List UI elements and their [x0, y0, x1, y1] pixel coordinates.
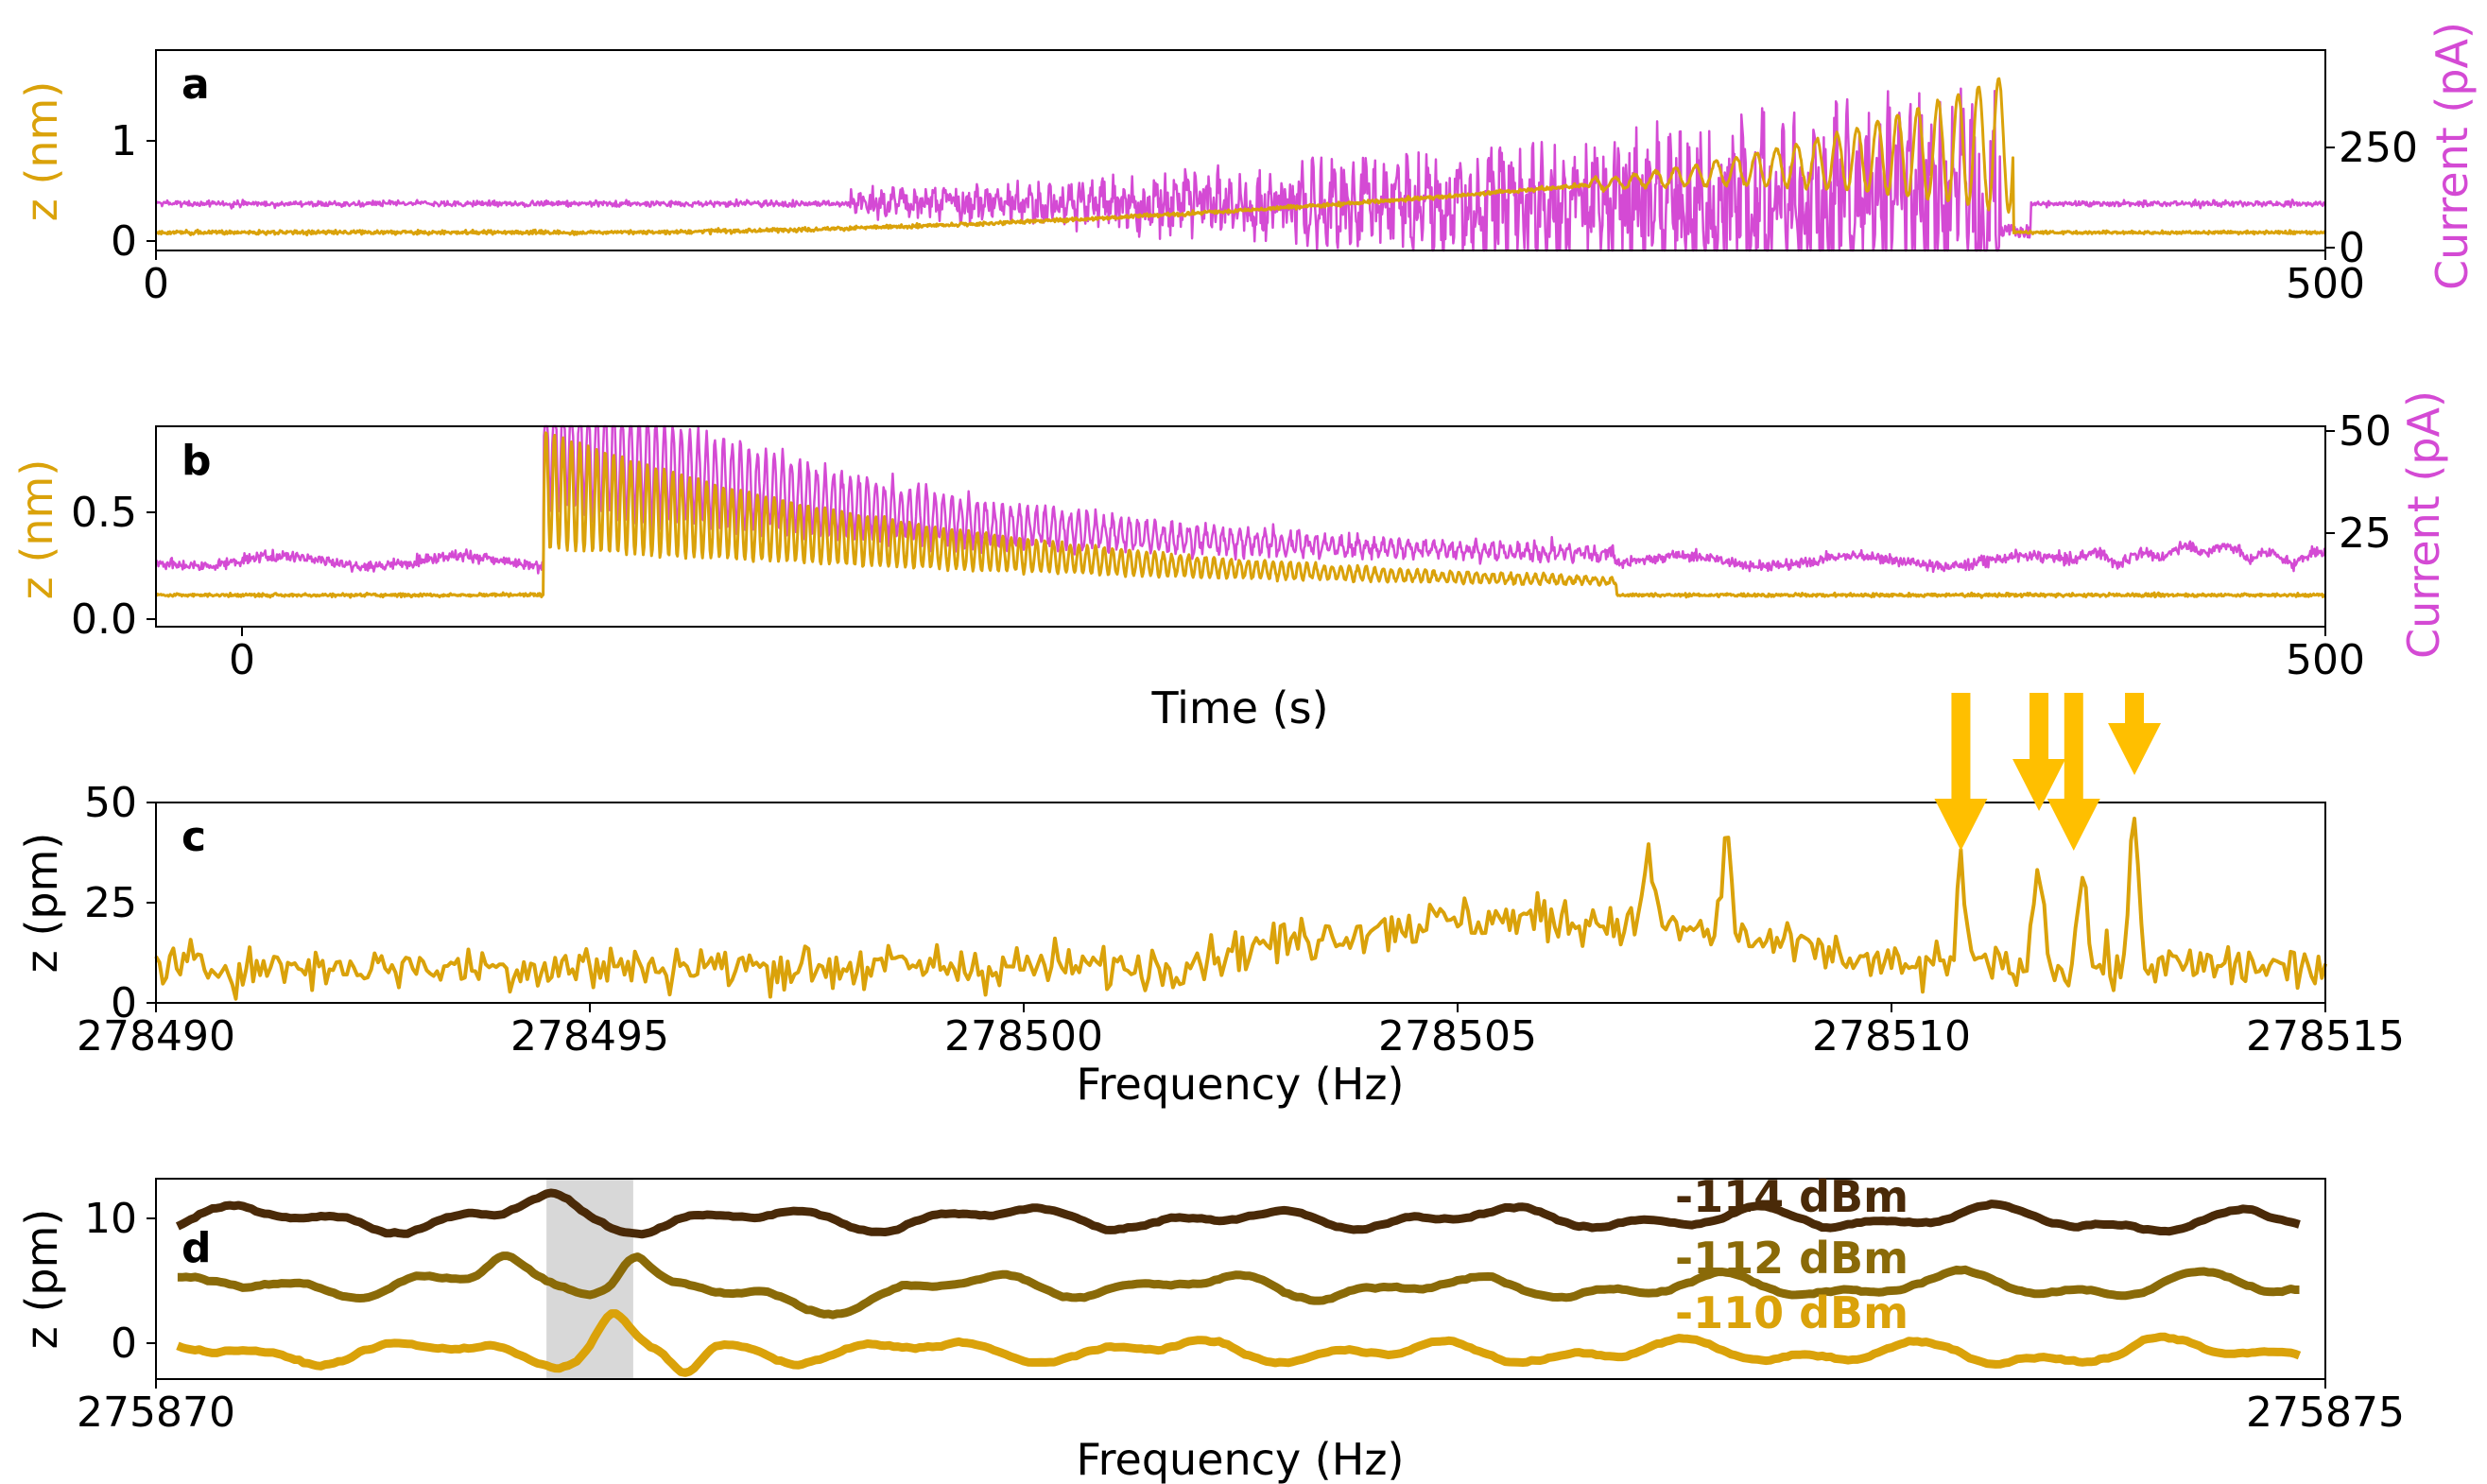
panel-d-series-2-line [177, 1251, 2300, 1320]
panel-c-ylabel: z (pm) [16, 833, 67, 974]
panel-b-right-ticks: 25 50 [2325, 407, 2392, 558]
panel-b-ylabel-right: Current (pA) [2398, 390, 2449, 659]
panel-a: a 0 1 0 250 0 500 z (nm) Current (pA) [16, 22, 2478, 308]
panel-a-ytick-label-right-0: 0 [2339, 224, 2365, 272]
panel-d-xtick-label-1: 275875 [2246, 1389, 2405, 1437]
panel-b-current-line [154, 424, 2327, 575]
panel-b-ytick-label-left-1: 0.5 [71, 489, 137, 537]
panel-c-ytick-label-0: 0 [111, 979, 137, 1027]
panel-a-ylabel-right: Current (pA) [2427, 22, 2478, 290]
panel-c-arrow-3 [2047, 693, 2100, 851]
panel-b-ylabel-left: z (nm) [11, 459, 62, 600]
panel-d-series-3-line [176, 1309, 2302, 1377]
panel-d-ytick-label-0: 0 [111, 1320, 137, 1368]
legend-label-110: -110 dBm [1675, 1287, 1908, 1338]
panel-d: d -114 dBm -112 dBm -110 dBm 0 10 275870… [16, 1171, 2405, 1484]
panel-d-series-1-line [175, 1188, 2301, 1239]
panel-c-xtick-label-3: 278505 [1378, 1012, 1537, 1061]
panel-c-xlabel: Frequency (Hz) [1077, 1059, 1405, 1110]
panel-b-letter: b [181, 437, 212, 485]
panel-a-plot-area [154, 77, 2327, 252]
panel-c-ytick-label-1: 25 [84, 879, 137, 927]
panel-c-xtick-label-0: 278490 [77, 1012, 235, 1061]
panel-a-letter: a [181, 60, 210, 109]
panel-c-y-ticks: 0 25 50 [84, 779, 156, 1027]
panel-c-z-line [154, 817, 2327, 1001]
panel-b-ytick-label-left-0: 0.0 [71, 595, 137, 644]
panel-c-arrow-2 [2012, 693, 2066, 811]
panel-c-arrows [1934, 693, 2162, 851]
panel-c-xtick-label-2: 278500 [944, 1012, 1103, 1061]
panel-d-ylabel: z (pm) [16, 1209, 67, 1350]
panel-c-plot-area [154, 817, 2327, 1001]
panel-c-arrow-1 [1934, 693, 1988, 851]
panel-d-frame [155, 1178, 2326, 1380]
panel-b-xtick-label-0: 0 [229, 636, 255, 684]
panel-c-xtick-label-4: 278510 [1812, 1012, 1971, 1061]
panel-b-x-ticks: 0 500 [229, 627, 2365, 684]
panel-a-xtick-label-1: 500 [2286, 260, 2365, 308]
panel-b-xlabel: Time (s) [1150, 682, 1328, 733]
panel-b-xtick-label-1: 500 [2286, 636, 2365, 684]
panel-d-x-ticks: 275870 275875 [77, 1379, 2405, 1437]
panel-c-ytick-label-2: 50 [84, 779, 137, 827]
panel-b-ytick-label-right-1: 50 [2339, 407, 2392, 456]
panel-d-y-ticks: 0 10 [84, 1195, 156, 1368]
panel-d-ytick-label-1: 10 [84, 1195, 137, 1243]
panel-b-left-ticks: 0.0 0.5 [71, 489, 156, 644]
panel-b: b 0.0 0.5 25 50 0 500 Time (s) z (nm) Cu… [11, 390, 2449, 733]
panel-d-xtick-label-0: 275870 [77, 1389, 235, 1437]
panel-a-ytick-label-right-1: 250 [2339, 124, 2418, 172]
legend-label-112: -112 dBm [1675, 1233, 1908, 1284]
panel-c-letter: c [181, 813, 206, 861]
panel-c-x-ticks: 278490 278495 278500 278505 278510 27851… [77, 1003, 2405, 1061]
panel-a-z-line [154, 77, 2327, 237]
panel-c-arrow-4 [2108, 693, 2162, 775]
panel-b-z-line [154, 431, 2326, 599]
panel-a-right-ticks: 0 250 [2325, 124, 2418, 272]
panel-b-ytick-label-right-0: 25 [2339, 509, 2392, 558]
panel-d-xlabel: Frequency (Hz) [1077, 1434, 1405, 1484]
panel-d-letter: d [181, 1224, 212, 1272]
panel-c-xtick-label-5: 278515 [2246, 1012, 2405, 1061]
panel-a-left-ticks: 0 1 [111, 117, 156, 266]
panel-b-plot-area [154, 424, 2327, 599]
panel-a-ylabel-left: z (nm) [16, 81, 67, 222]
panel-a-frame [155, 49, 2326, 251]
panel-a-ytick-label-left-0: 0 [111, 217, 137, 266]
panel-a-xtick-label-0: 0 [143, 260, 169, 308]
panel-c-xtick-label-1: 278495 [510, 1012, 669, 1061]
panel-a-x-ticks: 0 500 [143, 250, 2365, 308]
panel-a-ytick-label-left-1: 1 [111, 117, 137, 165]
panel-b-frame [155, 425, 2326, 628]
legend-label-114: -114 dBm [1675, 1171, 1908, 1222]
panel-c: c 0 25 50 278490 278495 278500 278505 27… [16, 693, 2405, 1110]
panel-a-current-line [155, 87, 2327, 252]
panel-d-plot-area [175, 1188, 2302, 1377]
